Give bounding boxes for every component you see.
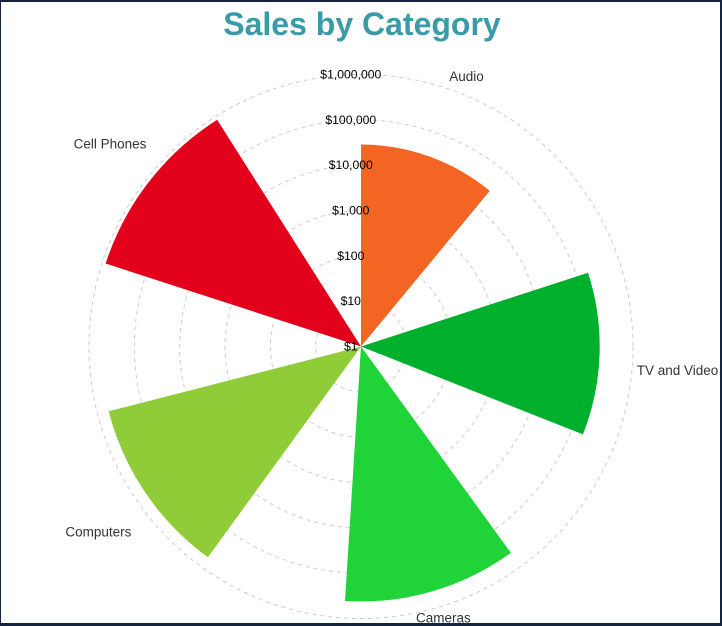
svg-text:Computers: Computers <box>65 525 131 540</box>
svg-text:$1,000: $1,000 <box>332 204 369 218</box>
svg-text:$10,000: $10,000 <box>329 158 373 172</box>
svg-text:$100: $100 <box>337 249 364 263</box>
svg-text:Cell Phones: Cell Phones <box>74 137 147 152</box>
svg-text:TV and Video: TV and Video <box>637 363 719 378</box>
svg-text:$1: $1 <box>344 340 358 354</box>
svg-text:$10: $10 <box>341 294 362 308</box>
svg-text:$100,000: $100,000 <box>325 113 376 127</box>
svg-text:Audio: Audio <box>449 69 484 84</box>
svg-text:$1,000,000: $1,000,000 <box>320 68 381 82</box>
svg-text:Cameras: Cameras <box>416 610 471 625</box>
svg-text:Sales by Category: Sales by Category <box>223 6 501 42</box>
